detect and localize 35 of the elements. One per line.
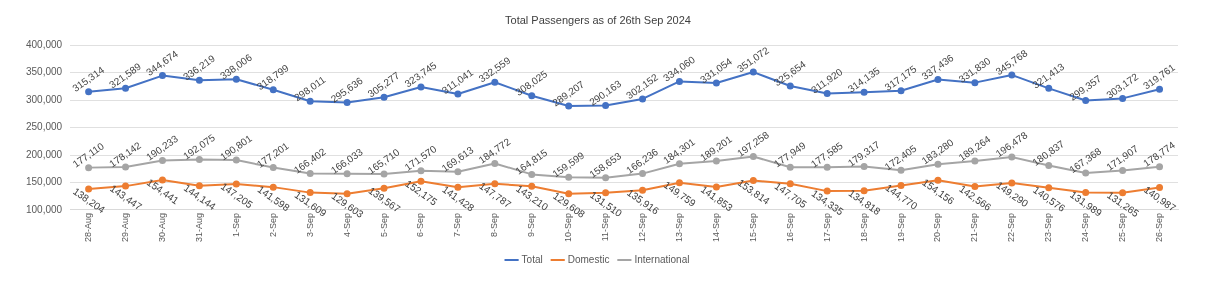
x-tick-label: 18-Sep <box>858 212 869 243</box>
y-tick-label: 300,000 <box>25 93 63 105</box>
x-tick-label: 7-Sep <box>452 212 463 238</box>
x-tick-label: 2-Sep <box>267 212 278 238</box>
y-tick-label: 100,000 <box>25 203 63 215</box>
legend-label: International <box>634 253 690 265</box>
legend-label: Domestic <box>567 253 610 265</box>
x-tick-label: 21-Sep <box>969 212 980 243</box>
x-tick-label: 5-Sep <box>378 212 389 238</box>
x-tick-label: 23-Sep <box>1043 212 1054 243</box>
x-tick-label: 22-Sep <box>1006 212 1017 243</box>
y-tick-label: 200,000 <box>25 148 63 160</box>
y-tick-label: 400,000 <box>25 38 63 50</box>
x-tick-label: 31-Aug <box>193 212 204 243</box>
y-tick-label: 350,000 <box>25 66 63 78</box>
x-tick-label: 12-Sep <box>637 212 648 243</box>
x-tick-label: 17-Sep <box>821 212 832 243</box>
x-tick-label: 14-Sep <box>710 212 721 243</box>
x-tick-label: 26-Sep <box>1154 212 1165 243</box>
y-tick-label: 250,000 <box>25 121 63 133</box>
x-tick-label: 8-Sep <box>489 212 500 238</box>
x-tick-label: 19-Sep <box>895 212 906 243</box>
x-tick-label: 13-Sep <box>673 212 684 243</box>
x-tick-label: 6-Sep <box>415 212 426 238</box>
x-tick-label: 28-Aug <box>83 212 94 243</box>
y-tick-label: 150,000 <box>25 176 63 188</box>
x-tick-label: 15-Sep <box>747 212 758 243</box>
legend-label: Total <box>521 253 543 265</box>
x-tick-label: 29-Aug <box>120 212 131 243</box>
x-tick-label: 30-Aug <box>156 212 167 243</box>
x-tick-label: 16-Sep <box>784 212 795 243</box>
x-tick-label: 1-Sep <box>230 212 241 238</box>
x-tick-label: 9-Sep <box>526 212 537 238</box>
chart-title: Total Passengers as of 26th Sep 2024 <box>505 13 691 26</box>
x-tick-label: 20-Sep <box>932 212 943 243</box>
